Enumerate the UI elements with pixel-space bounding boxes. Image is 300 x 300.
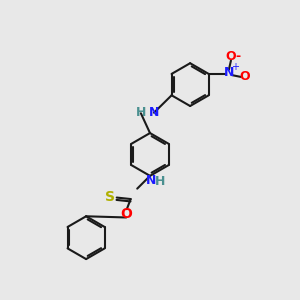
Text: N: N	[146, 173, 157, 187]
Text: O: O	[240, 70, 250, 83]
Text: O: O	[226, 50, 236, 63]
Text: N: N	[149, 106, 159, 118]
Text: S: S	[105, 190, 115, 204]
Text: +: +	[231, 62, 239, 72]
Text: H: H	[136, 106, 146, 118]
Text: -: -	[235, 50, 240, 63]
Text: N: N	[224, 66, 234, 79]
Text: O: O	[120, 208, 132, 221]
Text: H: H	[155, 175, 166, 188]
